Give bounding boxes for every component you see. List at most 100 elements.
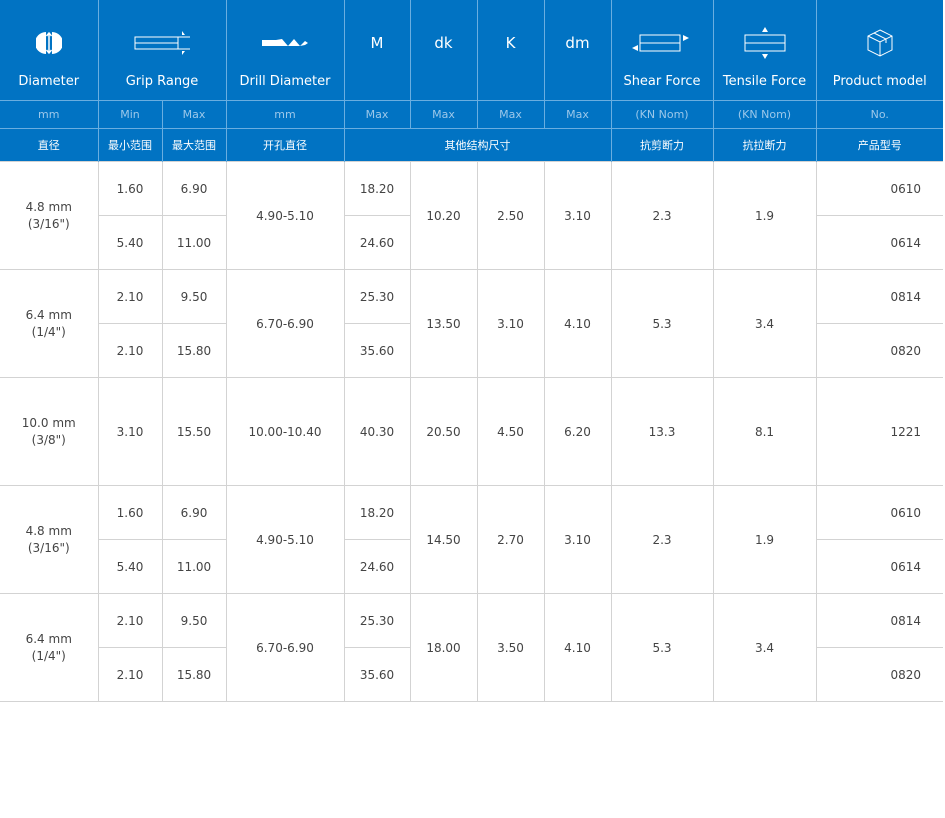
grip-min-cell: 2.10	[97, 269, 163, 324]
dm-cell: 6.20	[543, 377, 612, 486]
k-cell: 2.50	[476, 161, 545, 270]
table-row: 4.8 mm (3/16") 1.60 6.90 4.90-5.10 18.20 14.50…	[0, 485, 943, 594]
drill-cn: 开孔直径	[225, 128, 345, 162]
model-unit: No.	[815, 100, 943, 129]
table-row: 6.4 mm (1/4") 2.10 9.50 6.70-6.90 25.30 18.00 3…	[0, 593, 943, 702]
m-unit: Max	[343, 100, 411, 129]
diameter-cell: 4.8 mm (3/16")	[0, 161, 99, 270]
product-model-cell: 0820	[815, 647, 943, 702]
m-cell: 18.20	[343, 161, 411, 216]
m-cell: 18.20	[343, 485, 411, 540]
dm-cell: 3.10	[543, 161, 612, 270]
shear-force-icon	[612, 28, 713, 58]
header-diameter: Diameter	[0, 0, 99, 101]
tensile-force-cell: 3.4	[712, 593, 817, 702]
dk-unit: Max	[409, 100, 478, 129]
dk-label: dk	[434, 34, 453, 52]
grip-min-cell: 1.60	[97, 485, 163, 540]
grip-min-cell: 2.10	[97, 647, 163, 702]
product-model-label: Product model	[832, 74, 927, 89]
diameter-value: 6.4 mm	[25, 631, 72, 646]
m-cell: 40.30	[343, 377, 411, 486]
k-cell: 3.50	[476, 593, 545, 702]
grip-max-cell: 6.90	[161, 161, 227, 216]
diameter-value: 10.0 mm	[21, 415, 76, 430]
diameter-value: 4.8 mm	[25, 523, 72, 538]
grip-min-cell: 5.40	[97, 539, 163, 594]
drill-diameter-cell: 6.70-6.90	[225, 593, 345, 702]
m-cell: 25.30	[343, 269, 411, 324]
shear-force-label: Shear Force	[623, 74, 701, 89]
header-k: K	[476, 0, 545, 101]
header-shear-force: Shear Force	[610, 0, 714, 101]
other-dimensions-cn: 其他结构尺寸	[343, 128, 612, 162]
rivet-spec-table: Diameter Grip Range Drill Diameter M dk …	[0, 0, 943, 702]
grip-max-cell: 11.00	[161, 539, 227, 594]
diameter-inch: (1/4")	[31, 648, 66, 663]
grip-range-label: Grip Range	[125, 74, 199, 89]
shear-cn: 抗剪断力	[610, 128, 714, 162]
box-icon	[817, 28, 944, 58]
drill-bit-icon	[227, 28, 344, 58]
header-product-model: Product model	[815, 0, 944, 101]
k-unit: Max	[476, 100, 545, 129]
grip-min-cell: 2.10	[97, 323, 163, 378]
tensile-cn: 抗拉断力	[712, 128, 817, 162]
drill-diameter-cell: 4.90-5.10	[225, 485, 345, 594]
product-model-cell: 0820	[815, 323, 943, 378]
dm-cell: 4.10	[543, 269, 612, 378]
grip-max-cell: 9.50	[161, 269, 227, 324]
dm-unit: Max	[543, 100, 612, 129]
table-row: 10.0 mm (3/8") 3.10 15.50 10.00-10.40 40.30 20…	[0, 377, 943, 486]
rivet-diameter-icon	[0, 28, 98, 58]
m-cell: 24.60	[343, 215, 411, 270]
dk-cell: 20.50	[409, 377, 478, 486]
table-body: 4.8 mm (3/16") 1.60 6.90 4.90-5.10 18.20 10.20…	[0, 161, 943, 702]
grip-max-cell: 9.50	[161, 593, 227, 648]
tensile-force-cell: 1.9	[712, 161, 817, 270]
diameter-cell: 6.4 mm (1/4")	[0, 269, 99, 378]
product-model-cell: 0610	[815, 161, 943, 216]
product-model-cell: 1221	[815, 377, 943, 486]
diameter-label: Diameter	[18, 74, 80, 89]
m-cell: 35.60	[343, 323, 411, 378]
tensile-force-cell: 1.9	[712, 485, 817, 594]
shear-force-cell: 5.3	[610, 593, 714, 702]
m-label: M	[370, 34, 384, 52]
dk-cell: 10.20	[409, 161, 478, 270]
product-model-cell: 0814	[815, 269, 943, 324]
dm-label: dm	[565, 34, 590, 52]
tensile-force-icon	[714, 27, 816, 59]
k-cell: 4.50	[476, 377, 545, 486]
table-row: 5.40 11.00 24.60 0614	[0, 539, 943, 594]
drill-unit: mm	[225, 100, 345, 129]
diameter-inch: (3/16")	[27, 216, 70, 231]
grip-max-cell: 6.90	[161, 485, 227, 540]
header-m: M	[343, 0, 411, 101]
header-tensile-force: Tensile Force	[712, 0, 817, 101]
table-row: 2.10 15.80 35.60 0820	[0, 323, 943, 378]
grip-min-unit: Min	[97, 100, 163, 129]
shear-force-cell: 2.3	[610, 485, 714, 594]
model-cn: 产品型号	[815, 128, 943, 162]
grip-max-cell: 15.80	[161, 647, 227, 702]
grip-range-icon	[99, 28, 226, 58]
tensile-force-cell: 3.4	[712, 269, 817, 378]
drill-diameter-cell: 6.70-6.90	[225, 269, 345, 378]
product-model-cell: 0614	[815, 215, 943, 270]
m-cell: 24.60	[343, 539, 411, 594]
grip-min-cell: 5.40	[97, 215, 163, 270]
tensile-unit: (KN Nom)	[712, 100, 817, 129]
product-model-cell: 0610	[815, 485, 943, 540]
table-row: 5.40 11.00 24.60 0614	[0, 215, 943, 270]
dk-cell: 13.50	[409, 269, 478, 378]
dm-cell: 4.10	[543, 593, 612, 702]
grip-min-cell: 3.10	[97, 377, 163, 486]
grip-max-cn: 最大范围	[161, 128, 227, 162]
header-dm: dm	[543, 0, 612, 101]
tensile-force-cell: 8.1	[712, 377, 817, 486]
grip-min-cell: 1.60	[97, 161, 163, 216]
table-row: 2.10 15.80 35.60 0820	[0, 647, 943, 702]
k-cell: 2.70	[476, 485, 545, 594]
grip-max-cell: 15.80	[161, 323, 227, 378]
